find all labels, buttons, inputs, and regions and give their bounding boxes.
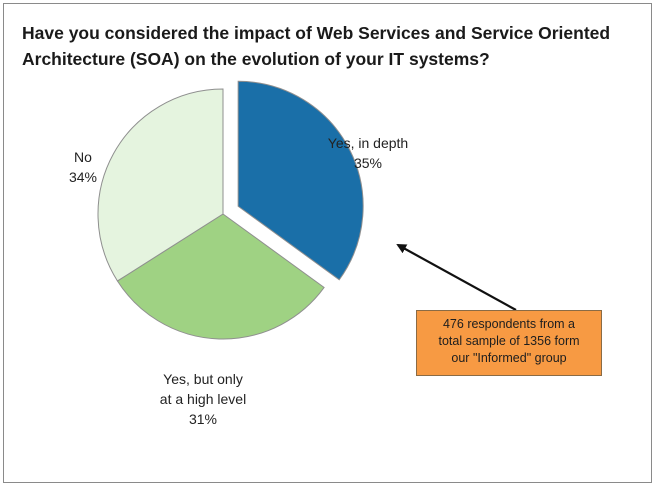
pie-slices (97, 80, 364, 340)
annotation-line-2: total sample of 1356 form (438, 334, 580, 348)
pie-labels: Yes, in depth 35% Yes, but only at a high l… (69, 135, 408, 427)
annotation-arrow (396, 244, 517, 311)
pie-slice-1 (237, 80, 364, 281)
pie-slice-3 (97, 88, 224, 282)
annotation-line-3: our "Informed" group (451, 351, 567, 365)
annotation-box: 476 respondents from a total sample of 1… (416, 310, 602, 376)
slice-label-2: Yes, but only at a high level 31% (160, 371, 246, 427)
slice-label-3: No 34% (69, 149, 97, 185)
chart-title: Have you considered the impact of Web Se… (22, 23, 611, 69)
pie-slice-2 (116, 213, 325, 340)
slice-label-1: Yes, in depth 35% (328, 135, 408, 171)
annotation-line-1: 476 respondents from a (442, 317, 576, 331)
